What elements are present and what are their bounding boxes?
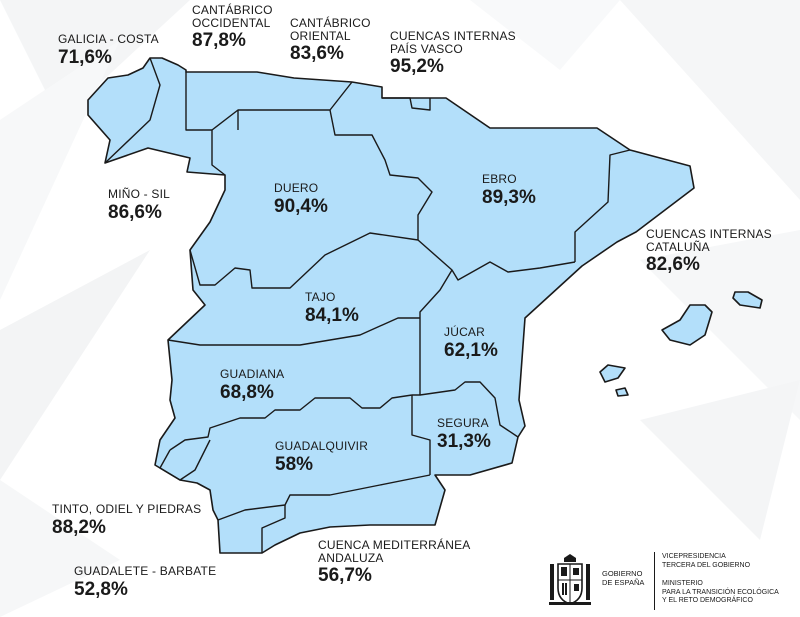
island-formentera [615,387,629,397]
label-tajo: TAJO 84,1% [305,291,359,326]
basin-name-line: CANTÁBRICO [192,3,273,17]
basin-value: 88,2% [52,516,106,538]
basin-value: 56,7% [318,565,372,587]
border-guadalquivir-mediterranea [217,474,431,521]
island-mallorca [661,304,713,346]
label-tinto-odiel: TINTO, ODIEL Y PIEDRAS 88,2% [52,503,201,538]
basin-name-line: CATALUÑA [646,239,710,254]
basin-name-line: OCCIDENTAL [192,15,271,30]
basin-name-line: PAÍS VASCO [390,41,463,56]
basin-name: GUADALETE - BARBATE [74,564,217,578]
border-guadalete-mediterranea [261,505,286,553]
ministerio-text: MINISTERIO PARA LA TRANSICIÓN ECOLÓGICA … [662,580,779,606]
ministry-line: PARA LA TRANSICIÓN ECOLÓGICA [662,588,779,596]
vicepresidencia-text: VICEPRESIDENCIA TERCERA DEL GOBIERNO [662,553,750,570]
basin-name-line: ANDALUZA [318,550,384,565]
basin-value: 58% [275,453,314,475]
basin-name-line: ORIENTAL [290,28,351,43]
label-mino-sil: MIÑO - SIL 86,6% [108,188,170,223]
border-jucar-segura [419,381,519,438]
basin-name: GUADALQUIVIR [275,439,369,453]
border-ebro-cataluna [574,149,631,262]
border-galicia-mino [104,57,161,164]
label-cantabrico-oriental: CANTÁBRICO ORIENTAL 83,6% [290,17,371,64]
label-pais-vasco: CUENCAS INTERNAS PAÍS VASCO 95,2% [390,30,516,77]
island-ibiza [599,364,626,383]
label-jucar: JÚCAR 62,1% [444,326,498,361]
label-segura: SEGURA 31,3% [437,417,491,452]
border-duero-tajo [189,232,419,289]
border-oriental-ebro [329,109,433,240]
label-cataluna: CUENCAS INTERNAS CATALUÑA 82,6% [646,228,772,275]
basin-value: 87,8% [192,30,246,52]
gobierno-text: GOBIERNO DE ESPAÑA [602,569,644,587]
basin-value: 84,1% [305,304,359,326]
basin-name: EBRO [482,172,517,186]
label-guadalete-barbate: GUADALETE - BARBATE 52,8% [74,565,216,600]
basin-value: 62,1% [444,339,498,361]
border-segura-guadalquivir [411,395,431,475]
ministry-line: Y EL RETO DEMOGRÁFICO [662,597,753,605]
label-galicia-costa: GALICIA - COSTA 71,6% [58,33,159,68]
label-cantabrico-occidental: CANTÁBRICO OCCIDENTAL 87,8% [192,4,273,51]
basin-value: 52,8% [74,578,128,600]
border-tajo-guadiana [167,317,420,346]
basin-name: GALICIA - COSTA [58,32,159,46]
basin-name: TAJO [305,290,336,304]
border-tinto-odiel [159,439,211,481]
vice-line: VICEPRESIDENCIA [662,553,726,560]
basin-name-line: CUENCAS INTERNAS [646,227,772,241]
basin-value: 83,6% [290,43,344,65]
ministry-line: MINISTERIO [662,580,703,587]
basin-name-line: CANTÁBRICO [290,16,371,30]
basin-name: MIÑO - SIL [108,187,171,201]
border-guadiana-guadalquivir [169,394,413,451]
basin-name: TINTO, ODIEL Y PIEDRAS [52,502,202,516]
government-logo: GOBIERNO DE ESPAÑA VICEPRESIDENCIA TERCE… [548,552,798,612]
basin-value: 95,2% [390,56,444,78]
border-cantabrico-duero [211,81,353,131]
basin-value: 89,3% [482,186,536,208]
label-guadalquivir: GUADALQUIVIR 58% [275,440,368,475]
border-tajo-jucar [419,269,453,318]
basin-name: GUADIANA [220,367,285,381]
label-mediterranea-andaluza: CUENCA MEDITERRÁNEA ANDALUZA 56,7% [318,539,471,586]
label-duero: DUERO 90,4% [274,182,328,217]
basin-value: 82,6% [646,254,700,276]
basin-name: JÚCAR [444,325,486,339]
label-ebro: EBRO 89,3% [482,173,536,208]
basin-value: 90,4% [274,195,328,217]
label-guadiana: GUADIANA 68,8% [220,368,284,403]
border-paisvasco [382,97,431,111]
basin-name: SEGURA [437,416,489,430]
island-menorca [732,291,763,309]
vice-line: TERCERA DEL GOBIERNO [662,561,751,569]
gobierno-line: DE ESPAÑA [602,578,645,587]
basin-value: 71,6% [58,46,112,68]
spain-coat-of-arms-icon [549,554,591,605]
logo-divider [654,552,655,610]
gobierno-line: GOBIERNO [602,569,643,578]
peninsula-outline [87,57,695,554]
basin-value: 86,6% [108,201,162,223]
basin-value: 31,3% [437,430,491,452]
basin-name-line: CUENCA MEDITERRÁNEA [318,538,471,552]
basin-borders [104,57,631,553]
basin-value: 68,8% [220,381,274,403]
basin-name-line: CUENCAS INTERNAS [390,29,516,43]
basin-name: DUERO [274,181,319,195]
